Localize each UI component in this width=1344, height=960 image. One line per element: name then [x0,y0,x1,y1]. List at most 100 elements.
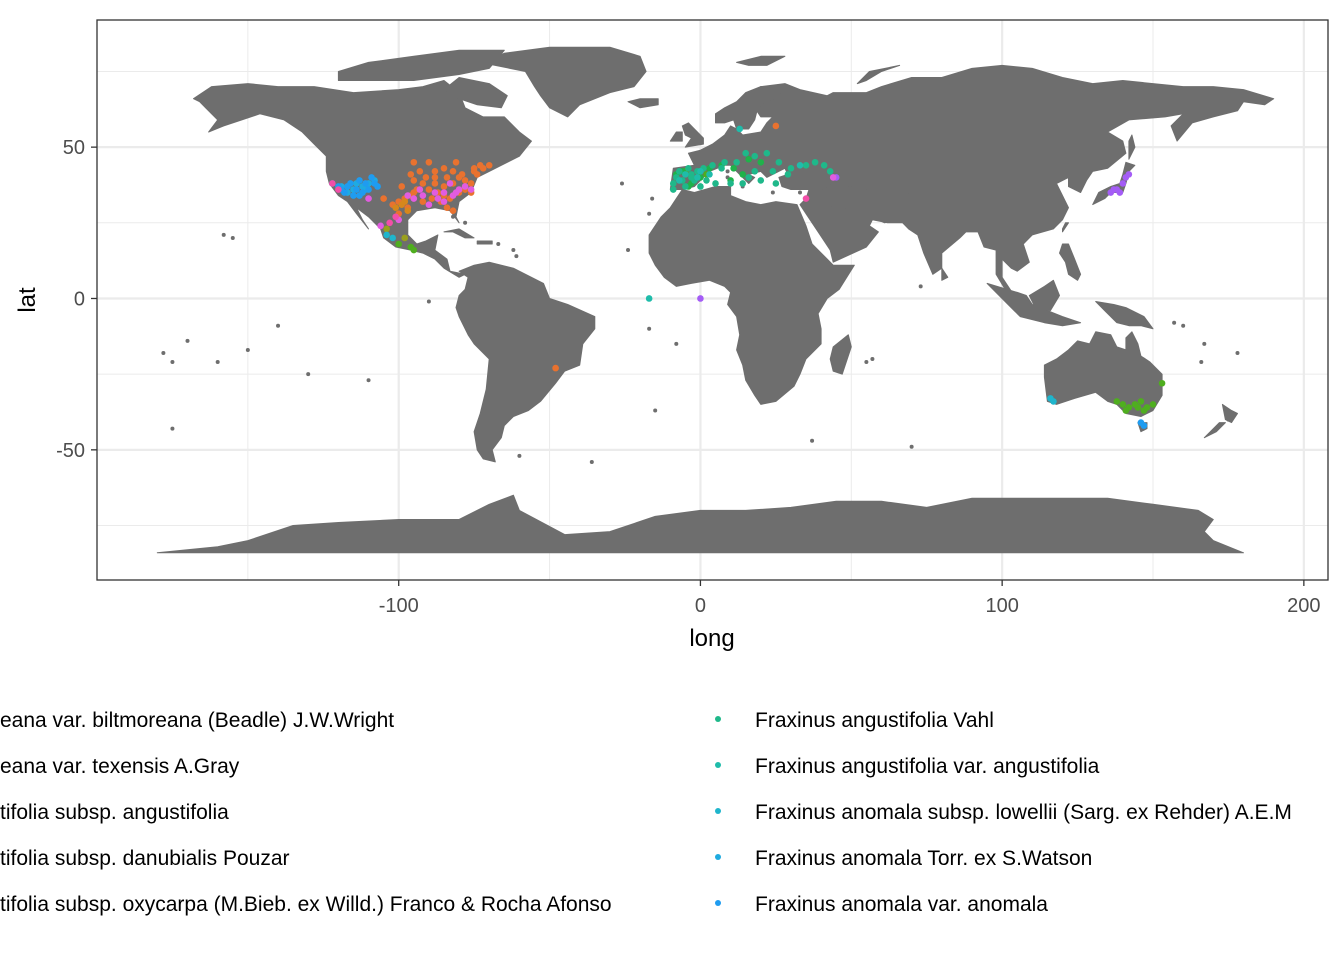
occurrence-point [1137,398,1145,405]
occurrence-point [404,207,412,215]
occurrence-point [353,186,360,193]
legend-label: tifolia subsp. oxycarpa (M.Bieb. ex Will… [0,893,612,916]
land-baffin-island [443,77,508,109]
occurrence-point [739,171,746,178]
land-islet [1199,360,1204,365]
occurrence-point [745,174,753,181]
land-south-america [455,261,596,463]
legend-label: eana var. biltmoreana (Beadle) J.W.Wrigh… [0,709,394,732]
land-islet [366,378,371,383]
land-islet [647,326,652,331]
land-islet [674,341,679,346]
occurrence-point [676,177,683,184]
occurrence-point [458,171,466,178]
land-islet [770,190,775,195]
occurrence-point [1137,419,1145,426]
land-svalbard [736,55,786,66]
land-sri-lanka [941,267,949,281]
occurrence-point [410,158,418,166]
legend-label: Fraxinus anomala var. anomala [755,893,1048,916]
land-islet [810,438,815,443]
occurrence-point [769,168,777,175]
occurrence-point [440,165,448,172]
occurrence-point [395,240,403,248]
occurrence-point [398,183,406,190]
land-europe-asia [669,64,1275,296]
occurrence-point [775,158,783,166]
occurrence-point [772,180,780,187]
occurrence-point [383,225,390,233]
occurrence-point [802,195,810,202]
occurrence-point [467,180,475,187]
occurrence-point [419,192,427,199]
occurrence-point [1131,401,1139,408]
land-islet [276,323,281,328]
occurrence-point [697,168,704,175]
occurrence-point [362,180,369,187]
occurrence-point [697,295,704,302]
land-islet [161,350,166,355]
legend-key [715,854,721,860]
occurrence-point [377,222,384,230]
land-islet [1202,341,1207,346]
occurrence-point [757,177,765,184]
occurrence-point [476,161,484,169]
occurrence-point [440,198,448,205]
land-islet [215,360,220,365]
land-madagascar [829,334,852,375]
land-islet [170,360,175,365]
occurrence-point [410,177,418,184]
occurrence-point [485,161,493,169]
land-islet [306,372,311,377]
occurrence-point [344,183,351,190]
legend-label: Fraxinus anomala subsp. lowellii (Sarg. … [755,801,1292,824]
legend-key [715,900,721,906]
legend-key [715,716,721,722]
occurrence-point [416,186,424,193]
land-islet [619,181,624,186]
occurrence-point [757,158,765,166]
y-tick-label: 0 [74,288,85,310]
land-islet [463,220,468,225]
occurrence-point [796,161,804,169]
occurrence-point [452,158,460,166]
occurrence-point [401,198,409,205]
occurrence-point [389,234,396,242]
legend-key [715,808,721,814]
occurrence-points [329,122,1166,429]
land-iceland [627,98,659,109]
occurrence-point [811,158,819,166]
occurrence-point [356,192,363,199]
land-islet [185,338,190,343]
land-islet [589,459,594,464]
occurrence-point [739,180,746,187]
land-islet [496,242,501,246]
occurrence-point [467,186,475,193]
occurrence-point [449,168,457,175]
occurrence-point [1149,401,1157,408]
occurrence-point [443,204,451,211]
occurrence-point [416,168,424,175]
occurrence-point [350,192,357,199]
land-islet [1226,417,1231,422]
land-islet [725,169,730,174]
occurrence-point [422,174,430,181]
land-great-britain [681,122,704,148]
land-islet [511,248,516,253]
occurrence-point [645,295,653,302]
land-new-zealand-north [1221,403,1238,424]
occurrence-point [1119,401,1127,408]
occurrence-point [682,183,689,190]
occurrence-point [718,165,725,172]
occurrence-point [380,195,387,202]
occurrence-point [727,180,734,187]
x-tick-label: -100 [379,595,419,617]
occurrence-point [431,174,439,181]
occurrence-point [365,195,372,202]
land-borneo [1028,279,1060,312]
occurrence-point [392,213,399,221]
occurrence-point [552,364,559,372]
occurrence-point [419,198,427,205]
occurrence-point [356,177,363,184]
occurrence-point [826,168,834,175]
